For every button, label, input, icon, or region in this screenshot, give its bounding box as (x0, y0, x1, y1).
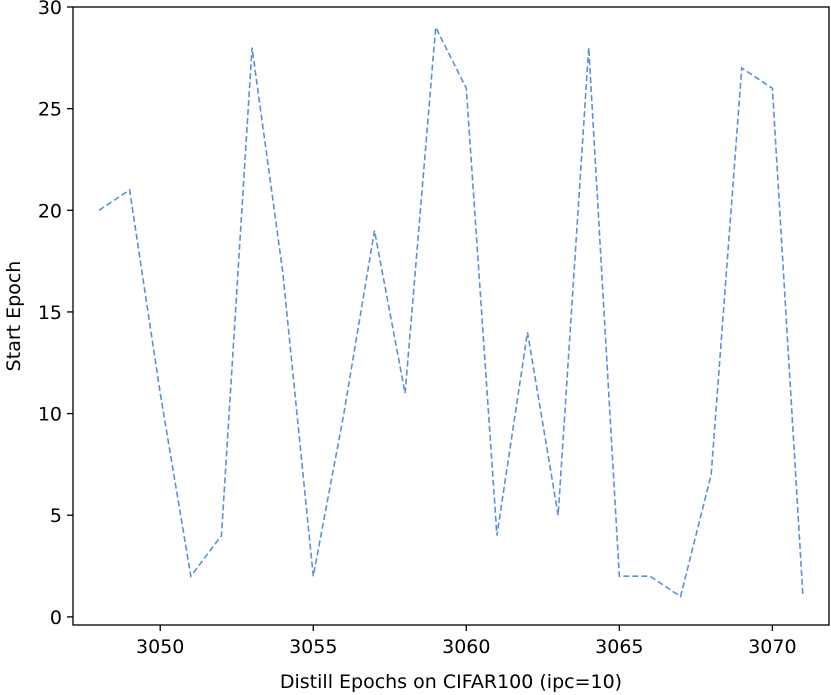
y-tick-label: 5 (50, 505, 62, 527)
plot-area (72, 6, 830, 626)
x-tick-label: 3065 (595, 636, 643, 658)
series-layer (98, 24, 804, 598)
x-tick-label: 3070 (748, 636, 796, 658)
y-tick-label: 10 (38, 404, 62, 426)
x-tick-label: 3050 (136, 636, 184, 658)
y-tick-label: 20 (38, 200, 62, 222)
y-tick-label: 30 (38, 0, 62, 19)
y-tick-label: 25 (38, 99, 62, 121)
x-axis: 3050 3055 3060 3065 3070 (136, 625, 797, 658)
axes-frame (72, 6, 830, 626)
x-tick-label: 3055 (289, 636, 337, 658)
y-axis-label: Start Epoch (3, 261, 25, 372)
x-axis-label: Distill Epochs on CIFAR100 (ipc=10) (280, 671, 622, 693)
series-line (98, 24, 804, 598)
y-axis: 0 5 10 15 20 25 30 (38, 0, 73, 629)
y-tick-label: 15 (38, 302, 62, 324)
x-tick-label: 3060 (442, 636, 490, 658)
y-tick-label: 0 (50, 607, 62, 629)
